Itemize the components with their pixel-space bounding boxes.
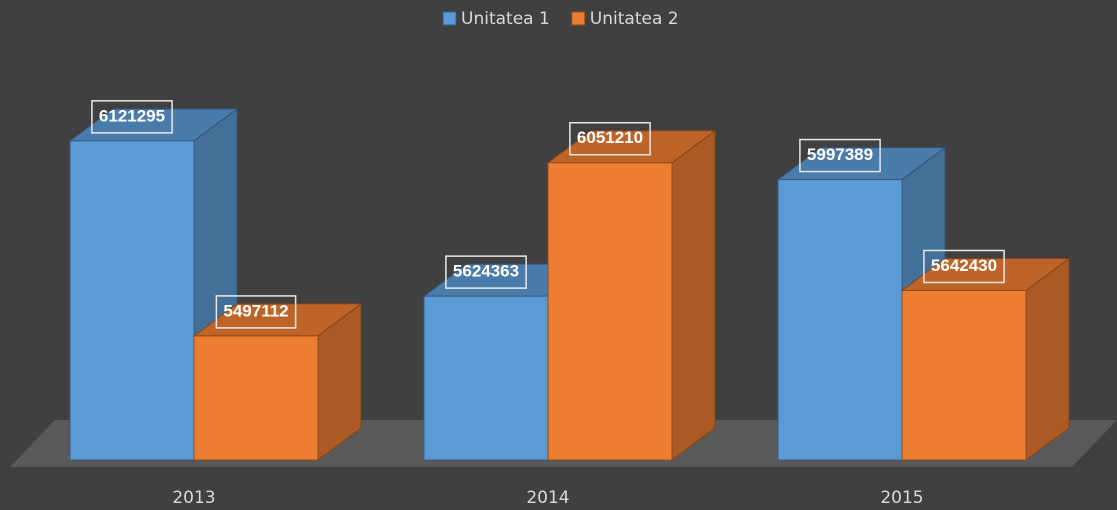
value-label-box [799, 138, 881, 173]
legend-label: Unitatea 2 [590, 9, 679, 29]
bar-side [671, 129, 716, 461]
x-tick-label: 2013 [172, 488, 215, 508]
bar-front [193, 335, 319, 461]
legend-label: Unitatea 1 [461, 9, 550, 29]
bar-front [901, 289, 1027, 461]
value-label: 5497112 [223, 301, 288, 320]
value-label-box [445, 255, 527, 289]
value-label: 5624363 [453, 262, 519, 281]
x-tick-label: 2015 [880, 488, 923, 508]
bar-side [1025, 257, 1070, 461]
value-label: 5642430 [931, 256, 997, 275]
bar [900, 257, 1071, 461]
x-tick-label: 2014 [526, 488, 569, 508]
bar-front [777, 179, 903, 461]
value-label-box [569, 121, 651, 156]
value-label: 5997389 [807, 145, 873, 164]
value-label: 6051210 [577, 128, 643, 147]
value-label-box [923, 249, 1005, 284]
bar [546, 129, 717, 461]
bar-front [69, 140, 195, 461]
value-label: 6121295 [99, 106, 165, 125]
value-label-box [215, 295, 297, 329]
bar-front [423, 295, 549, 461]
legend-swatch [442, 11, 457, 26]
value-label-box [91, 100, 173, 134]
bar-front [547, 162, 673, 461]
legend-swatch [571, 11, 586, 26]
